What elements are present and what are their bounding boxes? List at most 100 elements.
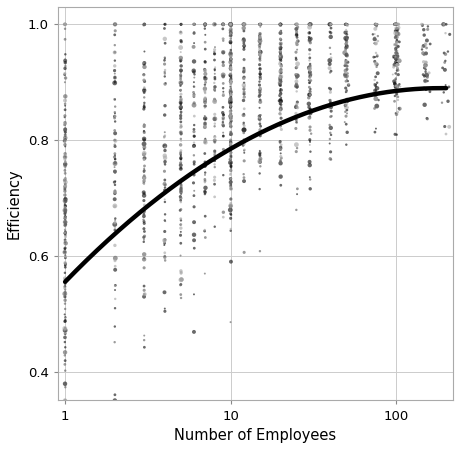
Point (293, 21, 300, 28)
Point (306, 123, 313, 130)
Point (62, 175, 69, 182)
Point (190, 291, 197, 298)
Point (240, 90, 247, 98)
Point (111, 57, 118, 64)
Point (227, 107, 234, 114)
Point (161, 196, 168, 203)
Point (62, 180, 69, 188)
Point (326, 21, 333, 28)
Point (423, 23, 431, 30)
Point (256, 51, 263, 59)
Point (395, 58, 402, 65)
Point (161, 147, 168, 154)
Point (140, 180, 147, 188)
Point (276, 121, 283, 128)
Point (255, 21, 263, 28)
Point (370, 76, 377, 84)
Point (201, 83, 208, 90)
Point (276, 22, 283, 29)
Point (240, 37, 247, 44)
Point (277, 60, 284, 68)
Point (112, 159, 119, 166)
Point (391, 21, 398, 28)
Point (372, 61, 380, 68)
Point (111, 305, 118, 312)
Point (160, 25, 168, 32)
Point (61, 200, 68, 207)
Point (211, 84, 218, 91)
Point (305, 84, 312, 91)
Point (341, 21, 348, 28)
Point (305, 79, 312, 86)
Point (389, 53, 397, 60)
Point (177, 181, 184, 188)
Point (62, 325, 69, 332)
Point (140, 180, 147, 187)
Point (291, 21, 299, 28)
Point (226, 170, 234, 177)
Point (305, 107, 313, 114)
Point (190, 91, 197, 98)
Point (201, 188, 208, 195)
Point (219, 111, 227, 118)
Point (140, 174, 147, 181)
Point (291, 54, 299, 62)
Point (277, 67, 284, 74)
Point (202, 79, 209, 86)
Point (256, 50, 263, 57)
Point (226, 112, 234, 119)
Point (140, 172, 148, 179)
Point (391, 130, 398, 138)
Point (276, 81, 283, 88)
Point (211, 137, 218, 144)
Point (177, 159, 184, 166)
Point (227, 160, 234, 167)
Point (190, 328, 197, 336)
Point (161, 249, 168, 256)
Point (111, 49, 118, 56)
Point (276, 68, 284, 75)
Point (305, 21, 312, 28)
Point (227, 110, 234, 117)
Point (177, 194, 184, 202)
Point (227, 185, 234, 193)
Point (140, 135, 147, 142)
Point (341, 21, 349, 28)
Point (201, 25, 208, 32)
Point (393, 61, 400, 68)
Point (326, 69, 333, 76)
Point (393, 31, 401, 38)
Point (374, 96, 381, 104)
Point (306, 73, 313, 80)
Point (211, 111, 218, 118)
Point (177, 186, 184, 194)
Point (291, 71, 299, 78)
Point (255, 21, 263, 28)
Point (62, 179, 69, 186)
Point (162, 80, 169, 87)
Point (277, 126, 285, 133)
Point (392, 25, 399, 32)
Point (256, 149, 263, 157)
Point (341, 47, 348, 54)
Point (201, 99, 208, 106)
Point (62, 57, 69, 64)
Point (177, 281, 184, 288)
Point (210, 21, 218, 28)
Point (342, 106, 350, 113)
Point (306, 21, 313, 28)
Point (140, 264, 147, 271)
Point (256, 57, 263, 64)
Point (256, 248, 263, 255)
Point (177, 44, 184, 51)
Point (62, 334, 69, 341)
Point (177, 269, 185, 276)
Point (62, 216, 69, 223)
Point (161, 179, 168, 186)
Point (276, 53, 284, 60)
Point (341, 104, 348, 111)
Point (161, 181, 168, 189)
Point (61, 238, 68, 246)
Point (177, 184, 185, 192)
Point (227, 91, 234, 99)
